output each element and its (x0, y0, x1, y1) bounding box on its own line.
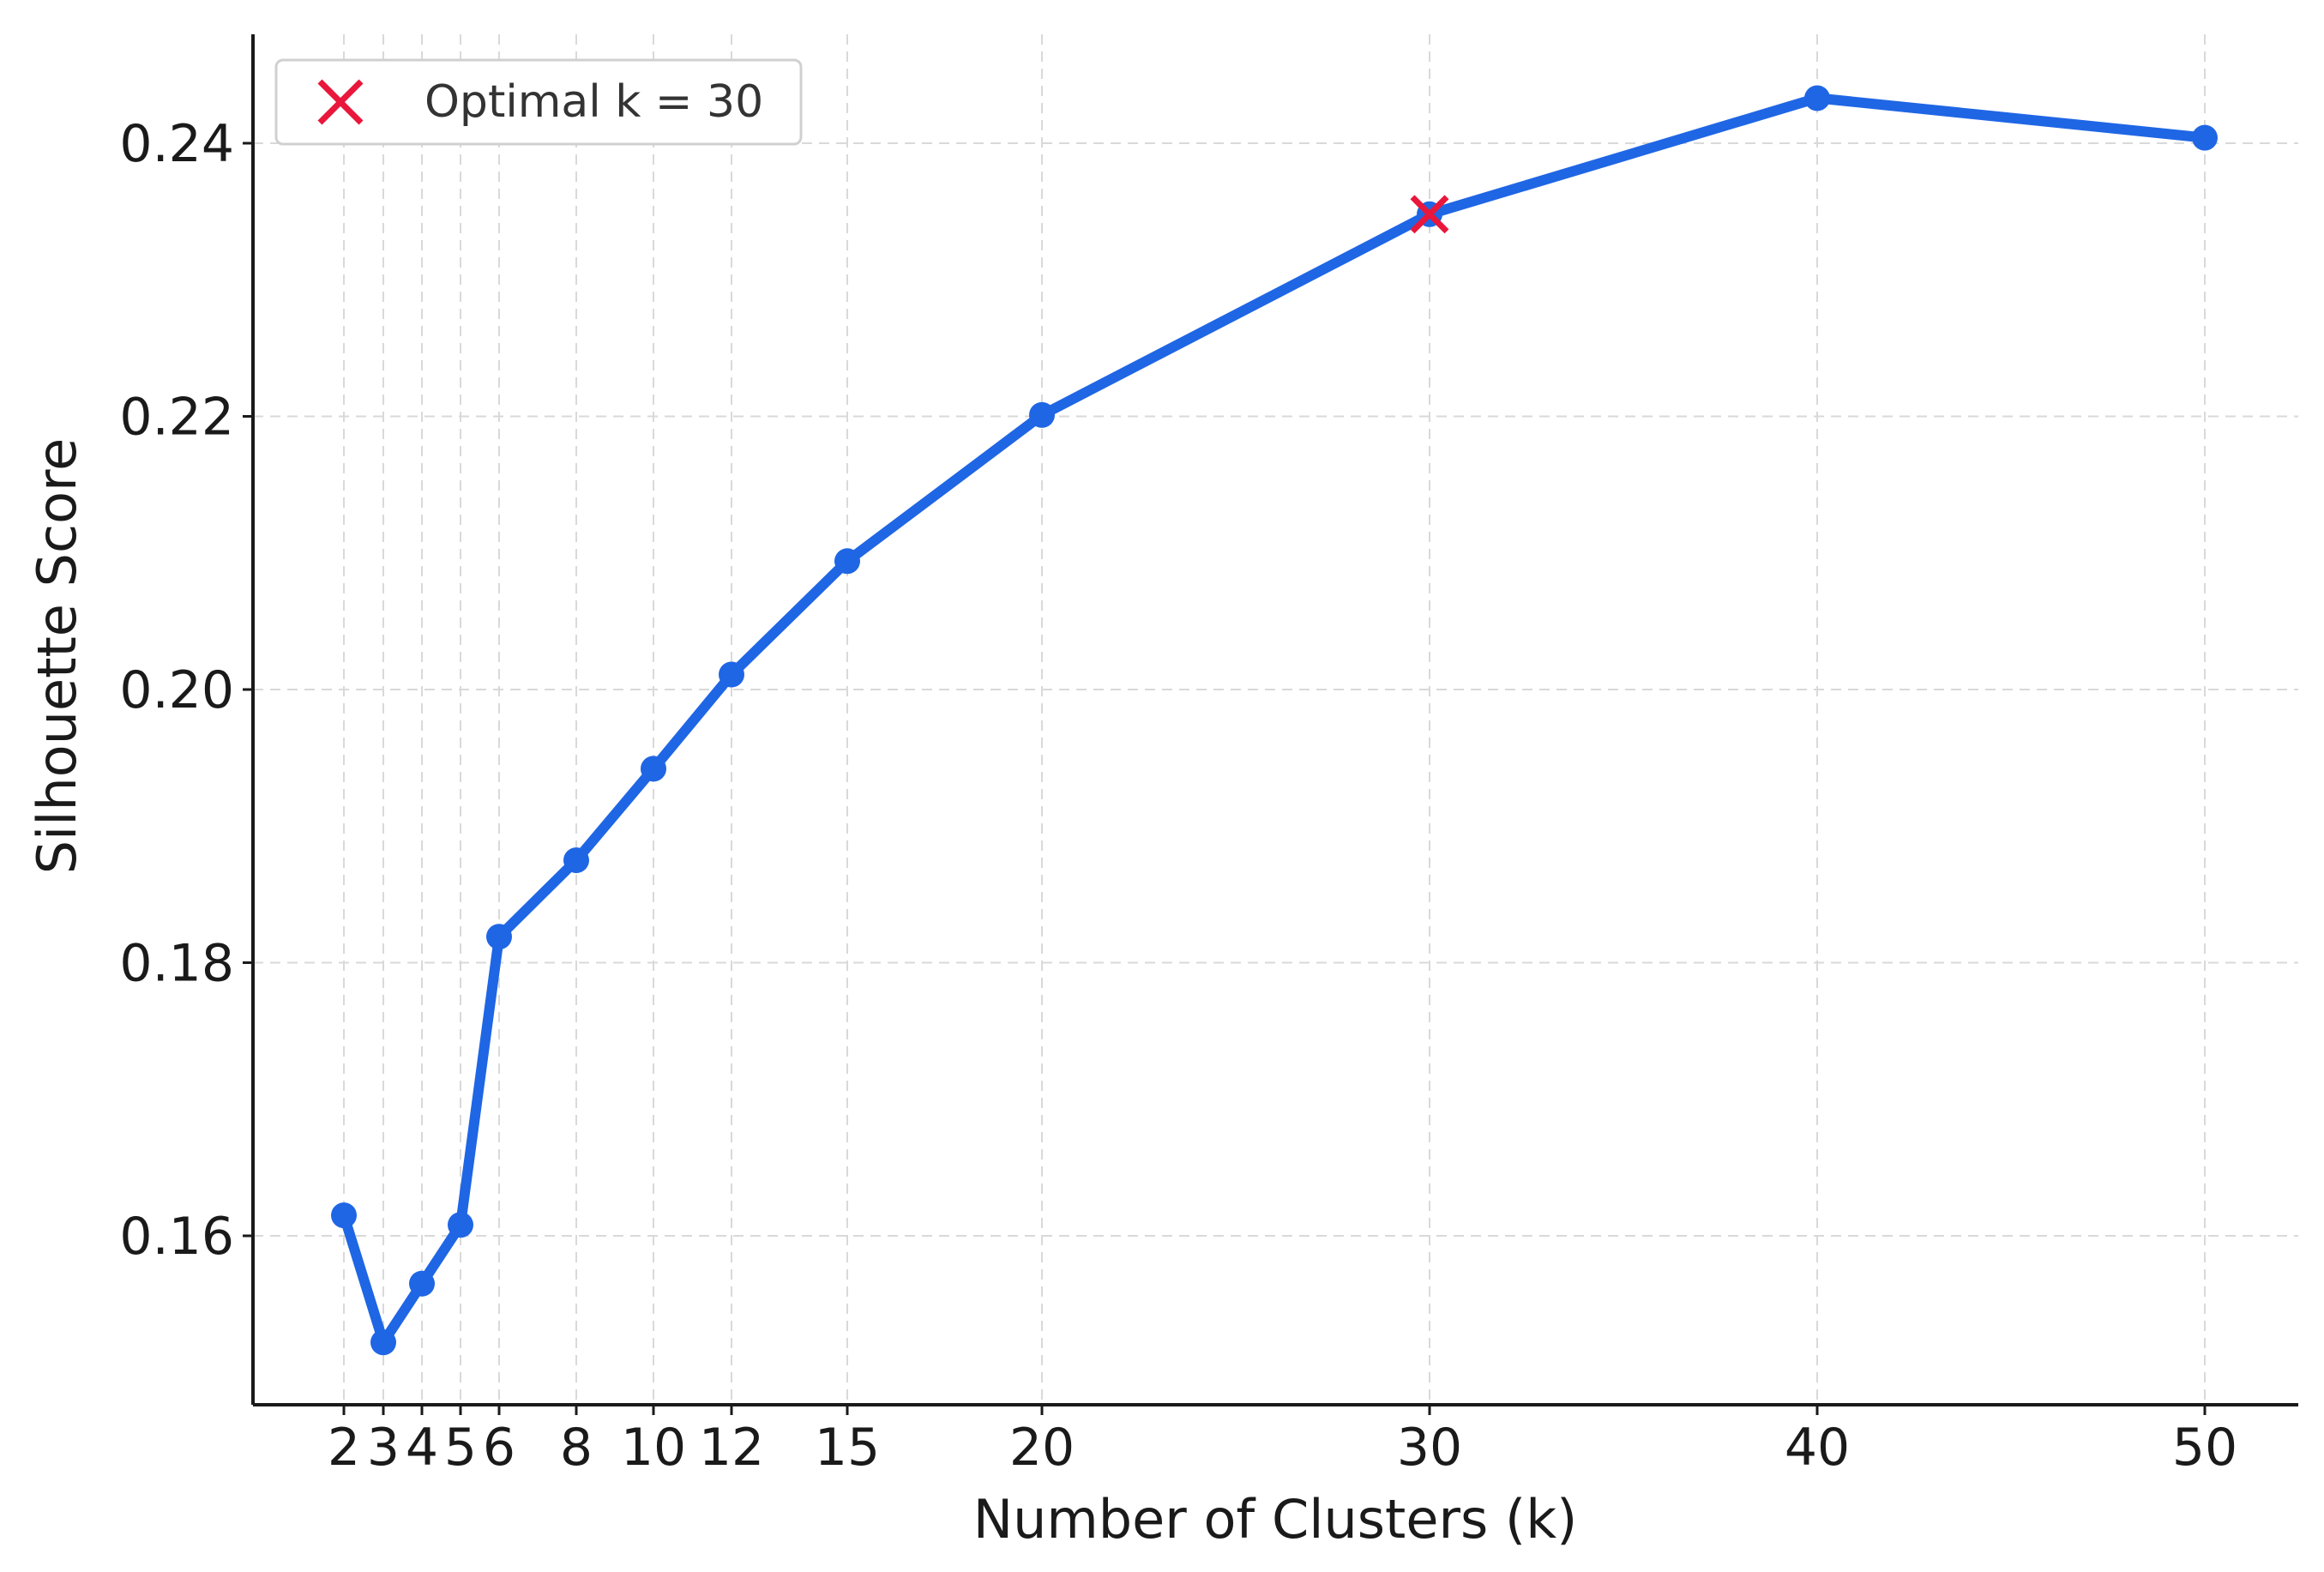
x-tick-label: 3 (367, 1418, 400, 1478)
legend: Optimal k = 30 (274, 58, 803, 146)
data-point (486, 924, 512, 950)
grid (253, 34, 2298, 1405)
x-tick-label: 6 (483, 1418, 515, 1478)
tick-labels: 2 3 4 5 6 8 10 12 15 20 30 40 50 0.16 0.18 0.20 0.22 0.24 (119, 114, 2237, 1478)
x-tick-label: 20 (1009, 1418, 1075, 1478)
x-tick-label: 4 (406, 1418, 438, 1478)
data-point (409, 1270, 435, 1297)
optimal-x-marker (1410, 195, 1449, 234)
x-tick-label: 40 (1785, 1418, 1850, 1478)
data-point (331, 1202, 357, 1229)
y-tick-label: 0.16 (119, 1207, 234, 1267)
y-tick-label: 0.24 (119, 114, 234, 174)
y-tick-label: 0.20 (119, 660, 234, 720)
data-point (719, 661, 744, 688)
data-point (448, 1212, 473, 1238)
y-tick-label: 0.22 (119, 388, 234, 448)
x-tick-label: 5 (444, 1418, 477, 1478)
legend-label: Optimal k = 30 (424, 76, 763, 128)
series-line-path (339, 93, 2210, 1348)
legend-x-stroke (317, 79, 364, 125)
legend-box (274, 58, 803, 146)
data-point (641, 756, 666, 782)
x-tick-label: 50 (2172, 1418, 2237, 1478)
data-point (563, 847, 589, 874)
legend-x-marker-icon (317, 79, 364, 125)
x-tick-label: 15 (815, 1418, 880, 1478)
data-point (2192, 124, 2218, 151)
highlight-marker (1410, 195, 1449, 234)
series-line (331, 85, 2218, 1356)
data-point (834, 548, 860, 575)
data-point (370, 1329, 396, 1356)
data-point (1804, 85, 1830, 111)
x-tick-label: 10 (621, 1418, 686, 1478)
data-point (1029, 401, 1055, 428)
y-tick-label: 0.18 (119, 934, 234, 994)
optimal-x-stroke (1410, 195, 1449, 234)
x-tick-label: 2 (328, 1418, 360, 1478)
x-axis-title: Number of Clusters (k) (973, 1488, 1578, 1551)
x-tick-label: 12 (699, 1418, 764, 1478)
y-axis-title: Silhouette Score (26, 438, 88, 875)
x-tick-label: 30 (1397, 1418, 1462, 1478)
x-tick-label: 8 (560, 1418, 593, 1478)
axes (243, 34, 2298, 1415)
